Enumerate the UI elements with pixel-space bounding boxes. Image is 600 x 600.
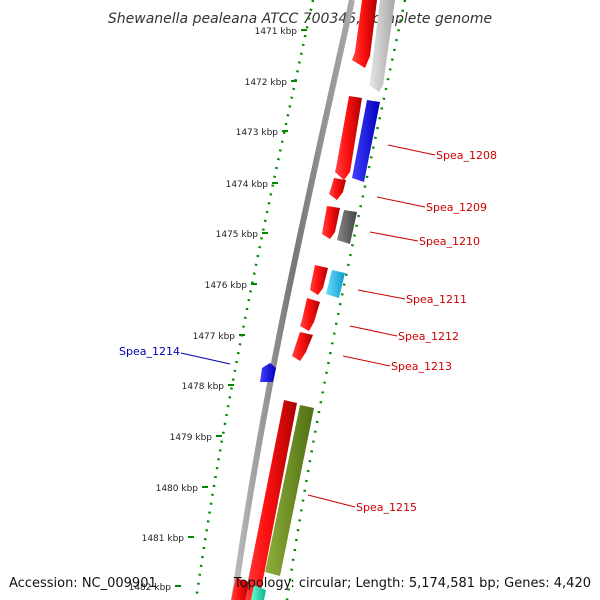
tick-label: 1477 kbp xyxy=(193,332,236,342)
tick-1477: 1477 kbp xyxy=(193,332,245,342)
gene-feature-blue xyxy=(260,363,276,382)
tick-1471: 1471 kbp xyxy=(255,27,307,37)
tick-1473: 1473 kbp xyxy=(236,128,288,138)
tick-label: 1476 kbp xyxy=(205,281,248,291)
gene-feature-darkgray xyxy=(337,210,357,244)
gene-callouts: Spea_1208 Spea_1209 Spea_1210 Spea_1211 … xyxy=(119,144,497,514)
inner-tick-ring xyxy=(194,0,315,600)
tick-1479: 1479 kbp xyxy=(170,433,222,443)
gene-label-spea-1210[interactable]: Spea_1210 xyxy=(419,235,480,248)
tick-label: 1479 kbp xyxy=(170,433,213,443)
tick-1482: 1482 kbp xyxy=(129,583,181,593)
tick-label: 1475 kbp xyxy=(216,230,259,240)
gene-feature-red xyxy=(300,298,320,331)
tick-label: 1474 kbp xyxy=(226,180,269,190)
gene-feature-olive xyxy=(265,405,314,576)
gene-features xyxy=(231,0,395,600)
outer-tick-ring xyxy=(285,0,407,600)
gene-label-spea-1211[interactable]: Spea_1211 xyxy=(406,293,467,306)
tick-1474: 1474 kbp xyxy=(226,180,278,190)
tick-1478: 1478 kbp xyxy=(182,382,234,392)
tick-label: 1478 kbp xyxy=(182,382,225,392)
gene-label-spea-1214[interactable]: Spea_1214 xyxy=(119,345,180,358)
gene-label-spea-1213[interactable]: Spea_1213 xyxy=(391,360,452,373)
gene-label-spea-1212[interactable]: Spea_1212 xyxy=(398,330,459,343)
tick-1480: 1480 kbp xyxy=(156,484,208,494)
tick-1472: 1472 kbp xyxy=(245,78,297,88)
gene-feature-red xyxy=(329,178,346,200)
genome-summary-text: Topology: circular; Length: 5,174,581 bp… xyxy=(233,576,591,591)
gene-label-spea-1208[interactable]: Spea_1208 xyxy=(436,149,497,162)
tick-label: 1482 kbp xyxy=(129,583,172,593)
genome-title: Shewanella pealeana ATCC 700345, complet… xyxy=(108,11,492,27)
accession-text: Accession: NC_009901 xyxy=(9,576,157,591)
gene-feature-red xyxy=(322,206,340,239)
tick-label: 1471 kbp xyxy=(255,27,298,37)
gene-feature-cyan xyxy=(326,270,345,298)
gene-label-spea-1209[interactable]: Spea_1209 xyxy=(426,201,487,214)
gene-feature-gray xyxy=(369,0,395,92)
tick-label: 1480 kbp xyxy=(156,484,199,494)
scale-ticks: 1471 kbp 1472 kbp 1473 kbp 1474 kbp 1475… xyxy=(129,27,307,593)
tick-label: 1481 kbp xyxy=(142,534,185,544)
gene-feature-red xyxy=(231,578,249,600)
gene-feature-teal xyxy=(251,585,266,600)
gene-feature-red xyxy=(352,0,377,68)
gene-feature-red xyxy=(292,332,313,361)
tick-1481: 1481 kbp xyxy=(142,534,194,544)
gene-feature-red xyxy=(241,400,297,600)
gene-feature-red xyxy=(310,265,328,295)
gene-feature-red xyxy=(335,96,362,180)
tick-label: 1472 kbp xyxy=(245,78,288,88)
tick-1476: 1476 kbp xyxy=(205,281,257,291)
gene-feature-blue xyxy=(352,100,380,182)
genome-backbone xyxy=(231,0,355,600)
tick-1475: 1475 kbp xyxy=(216,230,268,240)
tick-label: 1473 kbp xyxy=(236,128,279,138)
gene-label-spea-1215[interactable]: Spea_1215 xyxy=(356,501,417,514)
